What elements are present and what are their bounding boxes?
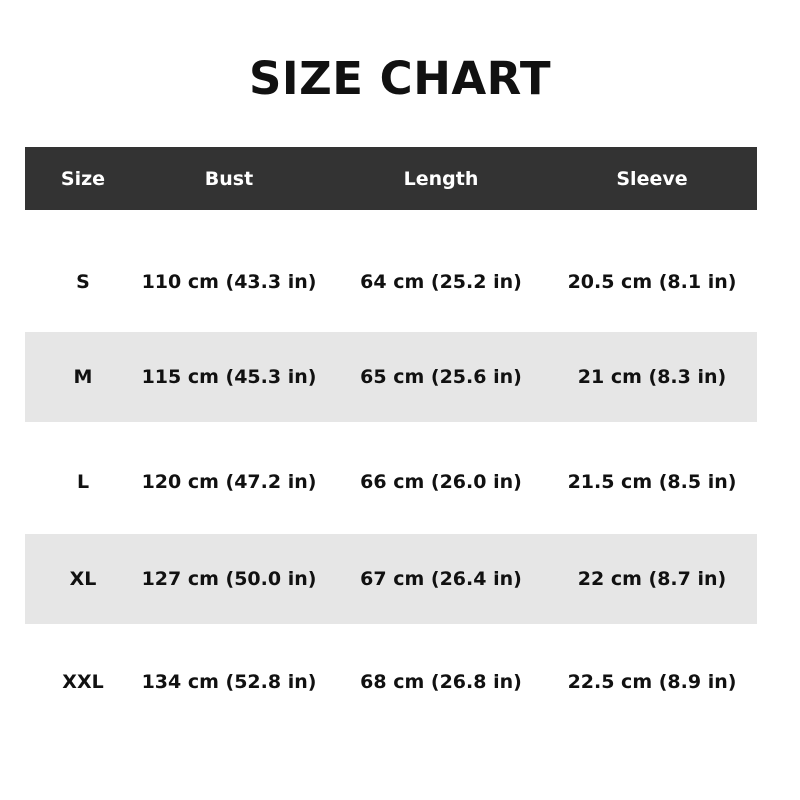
bust-cell: 134 cm (52.8 in) bbox=[141, 671, 317, 693]
length-cell: 64 cm (25.2 in) bbox=[360, 271, 522, 293]
table-row: XL 127 cm (50.0 in) 67 cm (26.4 in) 22 c… bbox=[25, 534, 757, 624]
sleeve-cell: 21 cm (8.3 in) bbox=[577, 366, 727, 388]
size-cell: L bbox=[76, 471, 90, 493]
table-row: L 120 cm (47.2 in) 66 cm (26.0 in) 21.5 … bbox=[25, 437, 757, 527]
table-row: XXL 134 cm (52.8 in) 68 cm (26.8 in) 22.… bbox=[25, 637, 757, 727]
bust-cell: 110 cm (43.3 in) bbox=[141, 271, 317, 293]
size-cell: XL bbox=[69, 568, 97, 590]
size-cell: M bbox=[73, 366, 93, 388]
sleeve-cell: 21.5 cm (8.5 in) bbox=[567, 471, 737, 493]
table-header: Size Bust Length Sleeve bbox=[25, 147, 757, 210]
sleeve-cell: 20.5 cm (8.1 in) bbox=[567, 271, 737, 293]
page-title: SIZE CHART bbox=[248, 52, 552, 105]
table-row: S 110 cm (43.3 in) 64 cm (25.2 in) 20.5 … bbox=[25, 237, 757, 327]
size-cell: S bbox=[76, 271, 90, 293]
header-length: Length bbox=[403, 167, 479, 190]
header-bust: Bust bbox=[204, 167, 254, 190]
table-row: M 115 cm (45.3 in) 65 cm (25.6 in) 21 cm… bbox=[25, 332, 757, 422]
length-cell: 65 cm (25.6 in) bbox=[360, 366, 522, 388]
length-cell: 66 cm (26.0 in) bbox=[360, 471, 522, 493]
bust-cell: 120 cm (47.2 in) bbox=[141, 471, 317, 493]
length-cell: 67 cm (26.4 in) bbox=[360, 568, 522, 590]
header-sleeve: Sleeve bbox=[616, 167, 688, 190]
sleeve-cell: 22.5 cm (8.9 in) bbox=[567, 671, 737, 693]
bust-cell: 127 cm (50.0 in) bbox=[141, 568, 317, 590]
header-size: Size bbox=[60, 167, 106, 190]
length-cell: 68 cm (26.8 in) bbox=[360, 671, 522, 693]
bust-cell: 115 cm (45.3 in) bbox=[141, 366, 317, 388]
sleeve-cell: 22 cm (8.7 in) bbox=[577, 568, 727, 590]
size-cell: XXL bbox=[62, 671, 104, 693]
